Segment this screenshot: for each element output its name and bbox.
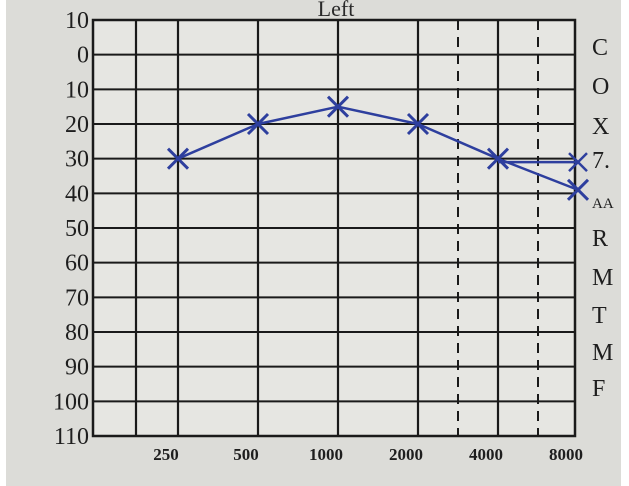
side-text: X [592,114,609,140]
y-tick-label: 70 [65,285,89,311]
data-point [326,95,350,118]
y-tick-label: 90 [65,355,89,381]
data-point [246,112,270,136]
data-point [566,178,590,201]
series-left-ear [166,95,590,201]
x-tick-label: 1000 [309,445,343,464]
data-point [406,112,430,136]
data-point [166,147,190,170]
y-tick-label: 20 [65,112,89,138]
y-tick-label: 50 [65,216,89,242]
y-tick-label: 30 [65,147,89,173]
y-tick-label: 10 [65,8,89,34]
side-text: F [592,376,605,402]
x-tick-label: 500 [233,445,259,464]
point-cross-b [406,112,430,136]
side-text: M [592,340,613,366]
x-tick-label: 250 [153,445,179,464]
series-line [177,105,579,192]
x-tick-label: 4000 [469,445,503,464]
side-text: T [592,303,607,329]
y-tick-label: 10 [65,77,89,103]
point-cross-b [326,95,350,118]
y-tick-label: 0 [77,43,89,69]
point-cross-b [486,147,510,170]
side-text: AA [592,196,614,212]
point-cross-b [566,178,590,201]
point-cross-b [246,112,270,136]
y-tick-label: 80 [65,320,89,346]
x-tick-label: 2000 [389,445,423,464]
grid [91,18,577,438]
side-text: R [592,226,608,252]
point-cross-b [166,147,190,170]
y-tick-label: 40 [65,181,89,207]
side-text: M [592,265,613,291]
side-text: 7. [592,148,610,174]
y-tick-label: 100 [53,389,89,415]
side-text: O [592,74,609,100]
chart-title: Left [318,0,355,21]
y-tick-label: 60 [65,251,89,277]
data-point [486,147,510,170]
x-tick-label: 8000 [549,445,583,464]
side-text: C [592,35,608,61]
extra-cross-mark [498,152,588,173]
x-tick-labels: 250 500 1000 2000 4000 8000 [153,445,583,464]
y-tick-label: 110 [54,424,89,450]
